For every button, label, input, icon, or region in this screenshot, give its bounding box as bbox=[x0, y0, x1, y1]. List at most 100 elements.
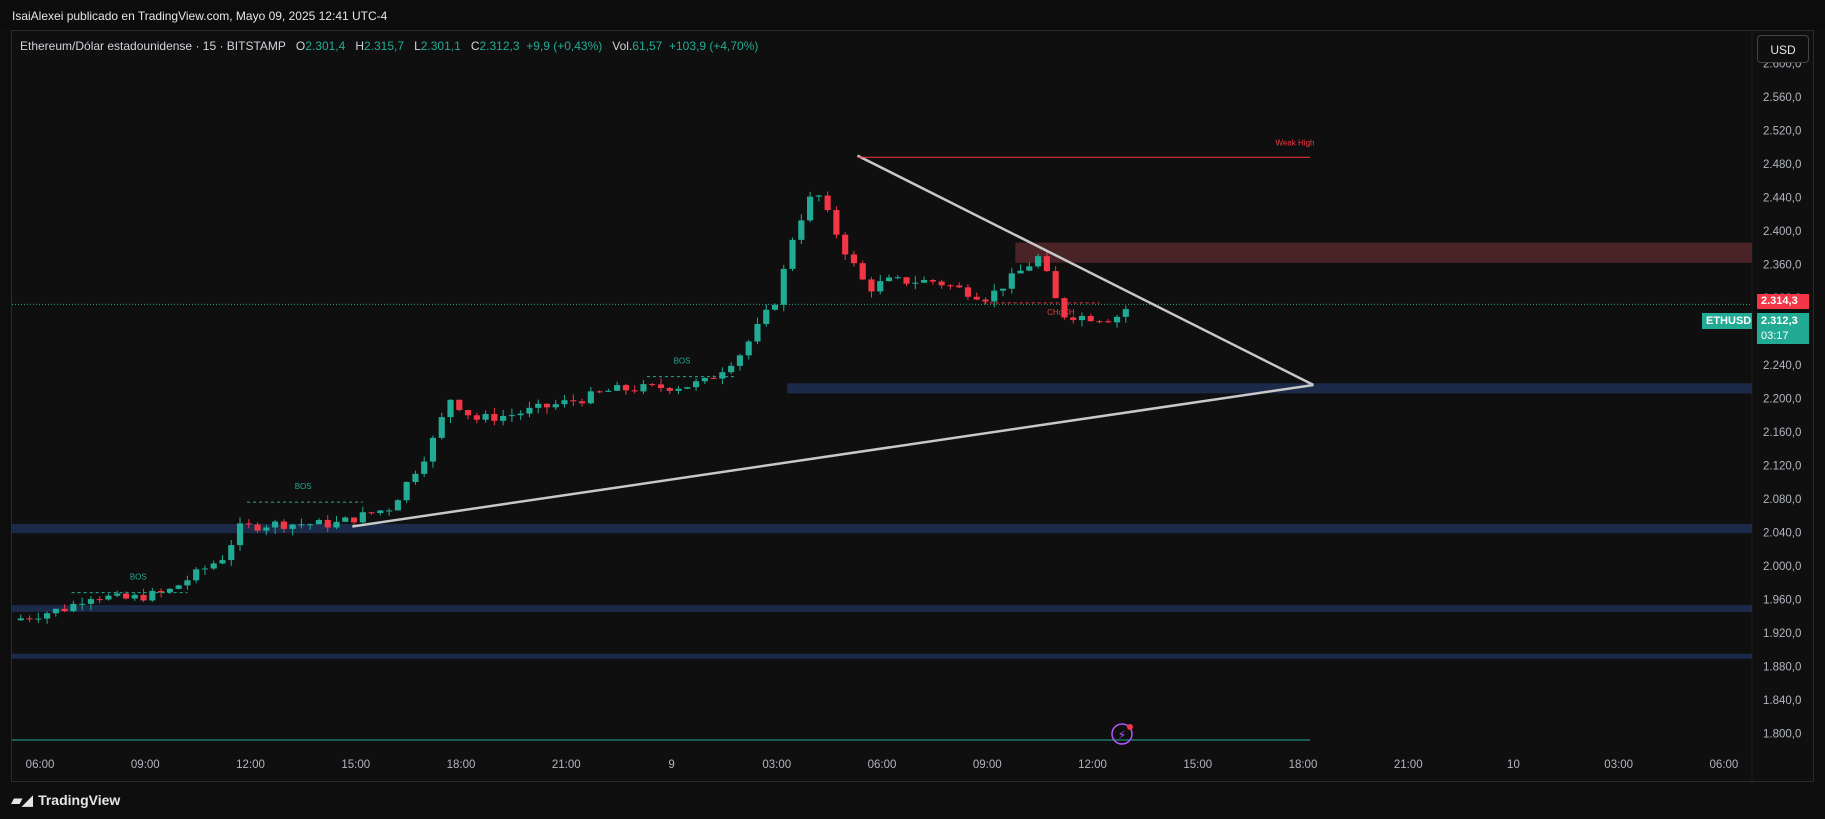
candle-down bbox=[61, 608, 68, 612]
last-price-tag: 2.312,3 03:17 bbox=[1757, 313, 1809, 344]
candle-up bbox=[535, 403, 542, 408]
symbol-price-tag: ETHUSD bbox=[1702, 313, 1752, 329]
x-tick-label: 06:00 bbox=[1710, 759, 1739, 771]
weak-high-label: Weak High bbox=[1275, 138, 1314, 147]
volume-change: +103,9 (+4,70%) bbox=[669, 39, 759, 53]
candle-down bbox=[1061, 298, 1068, 318]
demand-zone bbox=[787, 383, 1752, 394]
candle-up bbox=[70, 603, 77, 612]
candle-down bbox=[929, 280, 936, 282]
x-tick-label: 09:00 bbox=[131, 759, 160, 771]
candle-up bbox=[1113, 316, 1121, 323]
candle-down bbox=[245, 523, 252, 525]
candle-up bbox=[605, 390, 612, 392]
candle-up bbox=[693, 381, 700, 388]
candle-up bbox=[552, 404, 559, 408]
candle-down bbox=[824, 195, 831, 211]
candle-down bbox=[859, 263, 866, 280]
candle-up bbox=[517, 413, 524, 416]
volume-label: Vol. bbox=[612, 39, 633, 53]
currency-button[interactable]: USD bbox=[1757, 35, 1809, 63]
candle-up bbox=[79, 603, 86, 605]
x-tick-label: 9 bbox=[668, 759, 674, 771]
candle-down bbox=[666, 388, 673, 391]
last-price-value: 2.312,3 bbox=[1761, 315, 1798, 327]
candle-up bbox=[1122, 309, 1129, 317]
candle-down bbox=[140, 594, 147, 601]
candle-down bbox=[850, 254, 858, 264]
candle-up bbox=[193, 569, 200, 581]
x-tick-label: 06:00 bbox=[26, 759, 55, 771]
y-tick-label: 2.160,0 bbox=[1763, 427, 1801, 439]
candle-up bbox=[728, 365, 735, 373]
candle-up bbox=[272, 521, 279, 528]
candle-down bbox=[631, 390, 638, 392]
candle-up bbox=[684, 387, 691, 389]
demand-zone bbox=[12, 653, 1752, 659]
volume-value: 61,57 bbox=[632, 39, 663, 53]
y-tick-label: 2.480,0 bbox=[1763, 159, 1801, 171]
candle-up bbox=[447, 399, 454, 418]
candle-up bbox=[912, 282, 919, 284]
candle-up bbox=[342, 517, 349, 522]
candle-down bbox=[578, 401, 586, 404]
candle-up bbox=[745, 341, 752, 356]
x-tick-label: 10 bbox=[1507, 759, 1520, 771]
candle-up bbox=[719, 372, 726, 379]
candle-up bbox=[228, 545, 235, 561]
candle-down bbox=[280, 521, 287, 529]
candle-up bbox=[991, 290, 998, 302]
candle-up bbox=[1035, 256, 1042, 267]
supply-zone bbox=[1015, 242, 1752, 263]
candle-down bbox=[1052, 271, 1059, 299]
y-tick-label: 1.800,0 bbox=[1763, 728, 1801, 740]
candle-up bbox=[44, 613, 51, 619]
y-tick-label: 2.000,0 bbox=[1763, 561, 1801, 573]
candle-up bbox=[789, 239, 796, 269]
candle-down bbox=[1070, 317, 1077, 321]
x-tick-label: 12:00 bbox=[236, 759, 265, 771]
candle-up bbox=[921, 280, 928, 283]
candle-up bbox=[482, 413, 489, 420]
candle-up bbox=[640, 384, 647, 392]
y-tick-label: 2.040,0 bbox=[1763, 527, 1801, 539]
candle-up bbox=[263, 527, 270, 531]
candle-down bbox=[903, 277, 910, 284]
close-value: 2.312,3 bbox=[479, 39, 520, 53]
y-tick-label: 2.520,0 bbox=[1763, 125, 1801, 137]
candle-up bbox=[386, 510, 393, 512]
trendline bbox=[352, 383, 1314, 528]
candle-up bbox=[412, 473, 419, 482]
published-info: IsaiAlexei publicado en TradingView.com,… bbox=[12, 9, 388, 23]
candle-down bbox=[1087, 315, 1094, 322]
high-label: H bbox=[355, 39, 364, 53]
x-tick-label: 03:00 bbox=[762, 759, 791, 771]
y-tick-label: 2.240,0 bbox=[1763, 360, 1801, 372]
candle-down bbox=[956, 285, 963, 288]
candle-up bbox=[298, 524, 305, 526]
x-tick-label: 15:00 bbox=[341, 759, 370, 771]
candle-up bbox=[35, 618, 42, 620]
candle-up bbox=[736, 355, 743, 366]
candle-up bbox=[131, 594, 138, 599]
y-tick-label: 1.880,0 bbox=[1763, 661, 1801, 673]
candle-up bbox=[17, 618, 24, 621]
candle-down bbox=[622, 385, 629, 391]
candle-up bbox=[289, 524, 296, 529]
candle-up bbox=[1026, 266, 1033, 271]
choch-label: CHoCH bbox=[1047, 308, 1075, 317]
bar-countdown: 03:17 bbox=[1761, 330, 1789, 342]
x-tick-label: 18:00 bbox=[447, 759, 476, 771]
candle-down bbox=[1105, 321, 1112, 323]
red-price-tag: 2.314,3 bbox=[1757, 294, 1809, 309]
lightning-icon bbox=[1111, 723, 1133, 745]
tradingview-brand[interactable]: ▰◢ TradingView bbox=[11, 791, 120, 809]
candle-up bbox=[1078, 315, 1086, 321]
x-tick-label: 18:00 bbox=[1289, 759, 1318, 771]
candle-down bbox=[964, 287, 972, 297]
candle-up bbox=[438, 417, 445, 438]
candle-up bbox=[201, 568, 209, 570]
candle-up bbox=[780, 268, 787, 305]
y-tick-label: 1.960,0 bbox=[1763, 594, 1801, 606]
